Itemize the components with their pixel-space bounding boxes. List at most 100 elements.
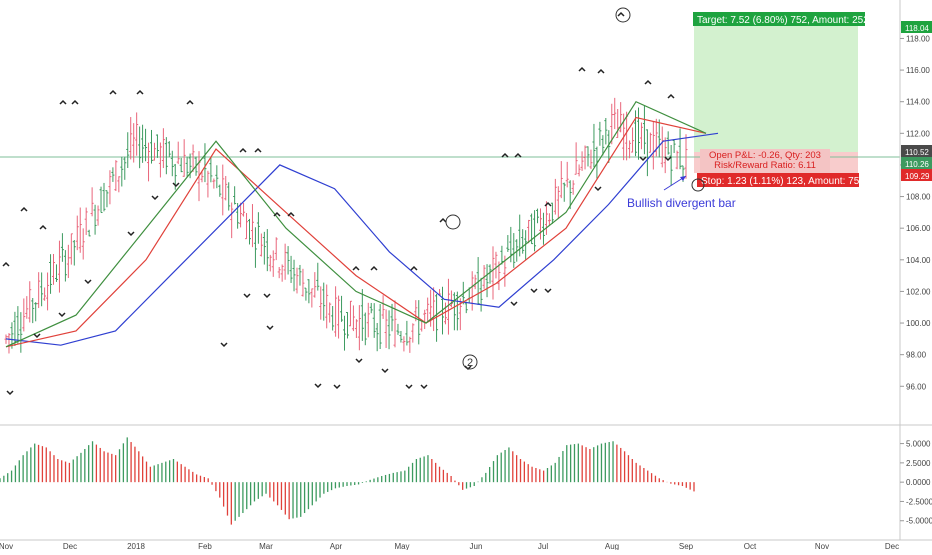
fractal-up-marker — [2, 261, 10, 267]
fractal-down-marker — [266, 325, 274, 331]
fractal-down-marker — [420, 384, 428, 390]
fractal-up-marker — [501, 152, 509, 158]
fractal-up-marker — [644, 79, 652, 85]
time-tick-label: May — [394, 542, 409, 550]
fractal-up-marker — [617, 11, 625, 17]
fractal-markers — [2, 11, 675, 396]
price-bars — [4, 97, 688, 354]
fractal-down-marker — [314, 383, 322, 389]
fractal-down-marker — [84, 279, 92, 285]
price-tick-label: 96.00 — [906, 382, 927, 391]
fractal-down-marker — [333, 384, 341, 390]
price-tick-label: 106.00 — [906, 224, 931, 233]
price-tick-label: 100.00 — [906, 319, 931, 328]
osc-tick-label: 0.0000 — [906, 478, 931, 487]
fractal-down-marker — [127, 231, 135, 237]
fractal-up-marker — [136, 89, 144, 95]
fractal-up-marker — [514, 152, 522, 158]
bullish-divergent-label: Bullish divergent bar — [627, 196, 736, 210]
wave-circle-2 — [462, 354, 478, 370]
fractal-down-marker — [510, 301, 518, 307]
fractal-up-marker — [20, 206, 28, 212]
time-tick-label: Sep — [679, 542, 694, 550]
badge-last: 110.26 — [905, 160, 929, 169]
fractal-down-marker — [58, 312, 66, 318]
fractal-down-marker — [594, 186, 602, 192]
fractal-down-marker — [355, 358, 363, 364]
low-circle-marker — [691, 178, 705, 192]
badge-stop: 109.29 — [905, 172, 930, 181]
fractal-up-marker — [352, 265, 360, 271]
fractal-down-marker — [639, 156, 647, 162]
wave-label-2: 2 — [467, 357, 473, 369]
mid-circle-marker — [445, 214, 461, 230]
trade-annotations: Target: 7.52 (6.80%) 752, Amount: 2526.5… — [445, 7, 889, 370]
fractal-down-marker — [405, 384, 413, 390]
time-tick-label: Dec — [63, 542, 77, 550]
time-tick-label: Dec — [885, 542, 899, 550]
fractal-down-marker — [544, 288, 552, 294]
time-ticks: Nov Dec 2018 Feb Mar Apr May Jun Jul Aug Sep Oct Nov… — [0, 542, 899, 551]
badge-stop-bg — [901, 169, 932, 181]
fractal-up-marker — [370, 265, 378, 271]
ma-line — [5, 100, 707, 348]
fractal-up-marker — [439, 217, 447, 223]
fractal-down-marker — [6, 390, 14, 396]
risk-reward-label: Risk/Reward Ratio: 6.11 — [714, 160, 816, 171]
ma-line — [5, 116, 707, 348]
fractal-down-marker — [664, 156, 672, 162]
fractal-up-marker — [186, 99, 194, 105]
price-tick-label: 98.00 — [906, 351, 927, 360]
top-circle-marker — [615, 7, 631, 23]
badge-top: 118.04 — [905, 24, 929, 33]
time-tick-label: Jul — [538, 542, 548, 550]
price-tick-label: 104.00 — [906, 256, 931, 265]
fractal-down-marker — [172, 182, 180, 188]
time-tick-label: Mar — [259, 542, 273, 550]
fractal-up-marker — [59, 99, 67, 105]
badge-mid-bg — [901, 145, 932, 157]
fractal-up-marker — [597, 68, 605, 74]
fractal-up-marker — [578, 66, 586, 72]
fractal-up-marker — [410, 265, 418, 271]
fractal-up-marker — [39, 224, 47, 230]
badge-top-bg — [901, 21, 932, 33]
stop-label: Stop: 1.23 (1.11%) 123, Amount: 750.31 — [701, 176, 879, 187]
fractal-up-marker — [71, 99, 79, 105]
price-tick-label: 118.00 — [906, 34, 930, 43]
pnl-box — [700, 149, 830, 176]
badge-mid: 110.52 — [905, 148, 929, 157]
price-tick-label: 112.00 — [906, 129, 930, 138]
divergent-arrow-head — [680, 176, 686, 181]
moving-averages — [5, 100, 719, 348]
price-badges: 118.04 110.52 110.26 109.29 — [901, 21, 932, 181]
ma-line — [5, 132, 719, 346]
time-tick-label: Oct — [744, 542, 757, 550]
time-tick-label: Nov — [0, 542, 13, 550]
osc-tick-label: 2.5000 — [906, 459, 931, 468]
time-tick-label: 2018 — [127, 542, 145, 550]
fractal-up-marker — [287, 211, 295, 217]
fractal-down-marker — [381, 368, 389, 374]
fractal-down-marker — [220, 342, 228, 348]
price-tick-label: 108.00 — [906, 193, 931, 202]
time-tick-label: Nov — [815, 542, 829, 550]
fractal-up-marker — [254, 147, 262, 153]
fractal-up-marker — [273, 211, 281, 217]
target-label-box — [693, 12, 865, 26]
price-tick-label: 102.00 — [906, 287, 931, 296]
fractal-down-marker — [530, 288, 538, 294]
fractal-down-marker — [263, 293, 271, 299]
price-tick-label: 114.00 — [906, 98, 930, 107]
osc-tick-label: -2.5000 — [906, 497, 932, 506]
oscillator-bars — [0, 437, 695, 525]
badge-last-bg — [901, 157, 932, 169]
time-tick-label: Apr — [330, 542, 343, 550]
oscillator-ticks: 5.0000 2.5000 0.0000 -2.5000 -5.0000 — [900, 440, 932, 526]
target-label: Target: 7.52 (6.80%) 752, Amount: 2526.5… — [697, 15, 889, 26]
fractal-up-marker — [239, 147, 247, 153]
osc-tick-label: -5.0000 — [906, 517, 932, 526]
time-tick-label: Jun — [470, 542, 483, 550]
target-zone — [694, 24, 858, 152]
